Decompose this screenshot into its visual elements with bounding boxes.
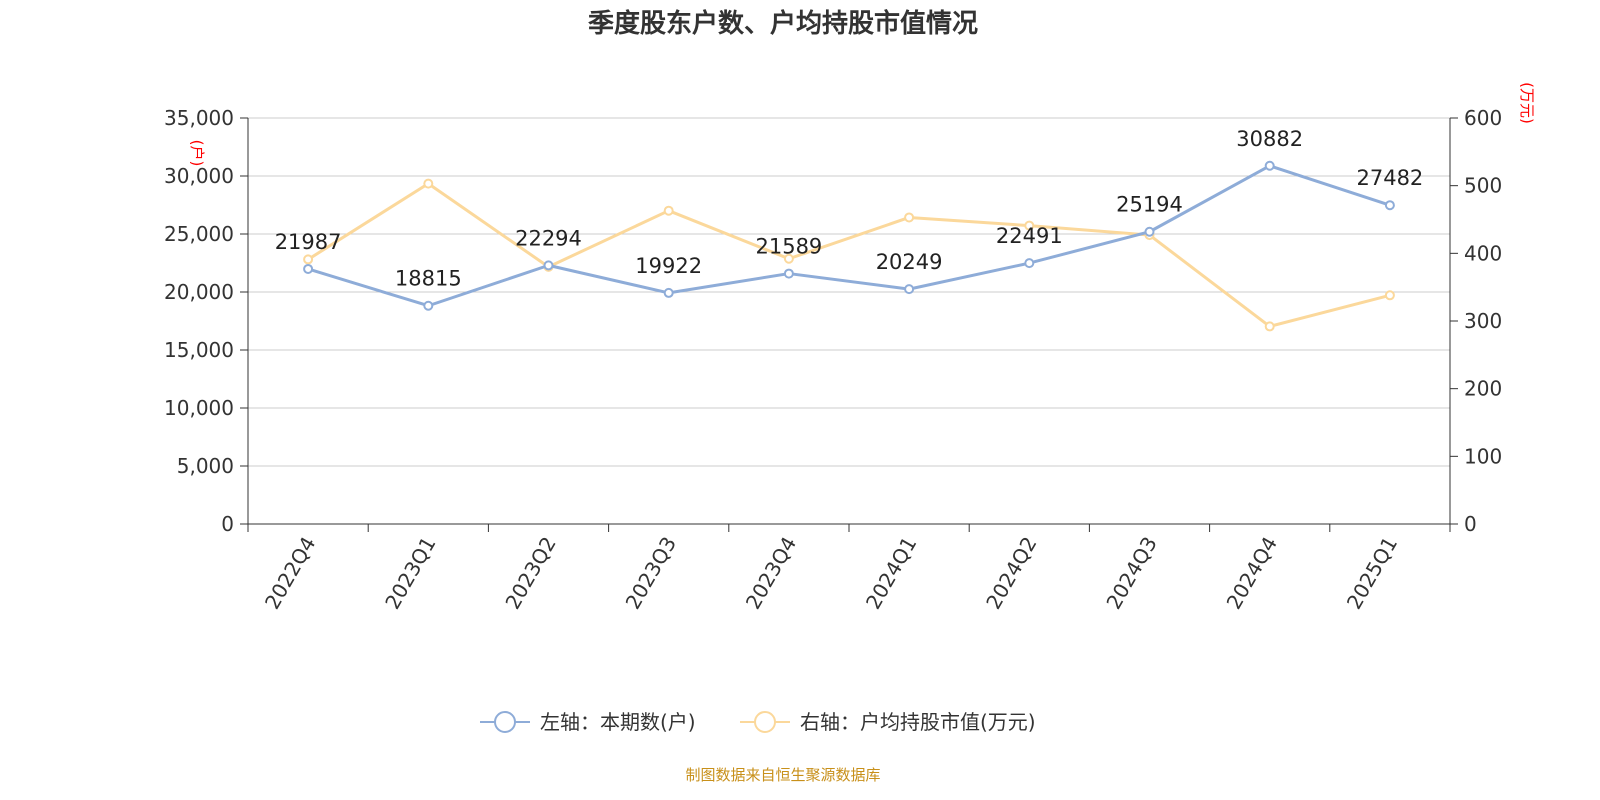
x-axis-label: 2022Q4 [260, 533, 320, 614]
x-axis-label: 2023Q2 [500, 533, 560, 614]
data-label: 27482 [1356, 166, 1423, 190]
series-point-right [1264, 321, 1275, 332]
grid-lines [248, 117, 1450, 467]
x-axis-label: 2023Q4 [741, 533, 801, 614]
right-axis-tick-label: 200 [1464, 377, 1502, 401]
data-label: 22294 [515, 226, 582, 250]
series-line-right [307, 182, 1391, 328]
left-axis-tick-label: 25,000 [164, 222, 234, 246]
x-axis-label: 2024Q2 [981, 533, 1041, 614]
series-line-left [307, 164, 1391, 308]
series-point-left [1144, 226, 1155, 237]
left-axis-tick-label: 30,000 [164, 164, 234, 188]
left-axis-tick-label: 15,000 [164, 338, 234, 362]
right-axis-tick-label: 0 [1464, 512, 1477, 536]
data-label: 22491 [996, 224, 1063, 248]
data-label: 30882 [1236, 127, 1303, 151]
axes: 0 5,000 10,000 15,000 20,000 25,000 30,000 35,0… [164, 82, 1536, 613]
left-axis-tick-label: 35,000 [164, 106, 234, 130]
data-label: 25194 [1116, 193, 1183, 217]
x-axis-label: 2024Q4 [1222, 533, 1282, 614]
right-axis-tick-label: 600 [1464, 106, 1502, 130]
left-axis-unit: (户) [188, 140, 206, 167]
series-point-right [783, 253, 794, 264]
data-label: 21987 [275, 230, 342, 254]
series-point-left [783, 268, 794, 279]
series-lines [303, 160, 1395, 332]
right-axis-tick-label: 500 [1464, 174, 1502, 198]
left-axis-tick-label: 10,000 [164, 396, 234, 420]
data-label: 20249 [876, 250, 943, 274]
data-label: 19922 [635, 254, 702, 278]
series-point-left [904, 284, 915, 295]
chart-title: 季度股东户数、户均持股市值情况 [588, 8, 978, 39]
x-axis-label: 2023Q1 [380, 533, 440, 614]
series-point-left [423, 300, 434, 311]
right-axis-tick-label: 400 [1464, 241, 1502, 265]
series-point-right [904, 212, 915, 223]
data-label: 21589 [755, 235, 822, 259]
series-point-left [663, 287, 674, 298]
series-point-left [1024, 258, 1035, 269]
series-point-right [303, 254, 314, 265]
source-note: 制图数据来自恒生聚源数据库 [685, 766, 880, 784]
right-axis-unit: (万元) [1518, 82, 1536, 124]
series-point-right [663, 205, 674, 216]
series-point-right [1024, 220, 1035, 231]
legend[interactable]: 左轴：本期数(户) 右轴：户均持股市值(万元) [480, 710, 1036, 734]
x-axis-label: 2024Q3 [1101, 533, 1161, 614]
left-axis-tick-label: 5,000 [177, 454, 234, 478]
data-labels: 21987 18815 22294 19922 21589 20249 22491 25194… [275, 127, 1424, 291]
series-point-left [543, 260, 554, 271]
legend-marker [754, 711, 776, 733]
left-axis-tick-label: 20,000 [164, 280, 234, 304]
legend-label: 左轴：本期数(户) [540, 710, 696, 734]
series-point-left [1264, 160, 1275, 171]
series-point-right [423, 178, 434, 189]
left-axis-tick-label: 0 [221, 512, 234, 536]
series-point-right [1384, 290, 1395, 301]
legend-marker [494, 711, 516, 733]
x-axis-label: 2023Q3 [621, 533, 681, 614]
series-point-left [303, 263, 314, 274]
x-axis-label: 2025Q1 [1342, 533, 1402, 614]
series-point-left [1384, 200, 1395, 211]
legend-label: 右轴：户均持股市值(万元) [800, 710, 1036, 734]
right-axis-tick-label: 300 [1464, 309, 1502, 333]
data-label: 18815 [395, 267, 462, 291]
x-axis-label: 2024Q1 [861, 533, 921, 614]
right-axis-tick-label: 100 [1464, 444, 1502, 468]
